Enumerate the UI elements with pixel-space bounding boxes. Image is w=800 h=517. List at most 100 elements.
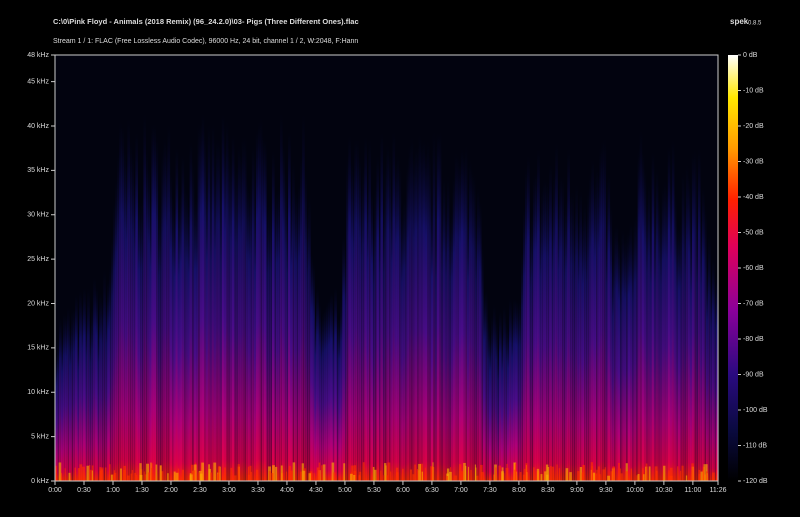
spectrogram-column bbox=[83, 288, 86, 481]
spectrogram-column bbox=[173, 209, 177, 481]
spectrogram-column bbox=[135, 133, 138, 481]
x-tick-label: 10:00 bbox=[626, 487, 644, 494]
spectrogram-column bbox=[55, 354, 58, 481]
spectrogram-column bbox=[372, 220, 376, 482]
spectrogram-column bbox=[468, 160, 472, 482]
spectrogram-column bbox=[286, 203, 289, 481]
spectrogram-hot bbox=[322, 464, 326, 481]
x-tick-label: 5:30 bbox=[367, 487, 381, 494]
spectrogram-hot bbox=[177, 468, 180, 481]
spectrogram-column bbox=[553, 172, 556, 482]
spectrogram-column bbox=[211, 124, 215, 482]
x-tick-label: 8:30 bbox=[541, 487, 555, 494]
spectrogram-column bbox=[428, 154, 432, 481]
spectrogram-hot bbox=[110, 474, 113, 481]
spectrogram-hot bbox=[470, 470, 472, 481]
spectrogram-hot bbox=[430, 466, 433, 481]
x-tick-label: 6:30 bbox=[425, 487, 439, 494]
spectrogram-hot bbox=[454, 475, 458, 481]
spectrogram-column bbox=[63, 313, 66, 481]
x-tick-label: 7:00 bbox=[454, 487, 468, 494]
spectrogram-column bbox=[549, 164, 552, 482]
spectrogram-column bbox=[649, 218, 653, 481]
spectrogram-column bbox=[543, 179, 546, 481]
spectrogram-hot bbox=[383, 475, 385, 481]
spectrogram-hot bbox=[544, 471, 547, 481]
spectrogram-hot bbox=[373, 469, 377, 481]
spectrogram-column bbox=[645, 203, 649, 481]
spectrogram-column bbox=[711, 257, 715, 481]
spectrogram-column bbox=[557, 199, 560, 482]
spectrogram-column bbox=[215, 138, 219, 481]
spectrogram-column bbox=[460, 149, 464, 481]
spectrogram-hot bbox=[420, 463, 423, 481]
spectrogram-column bbox=[446, 176, 450, 481]
spectrogram-column bbox=[217, 139, 221, 481]
spectrogram-hot bbox=[89, 469, 92, 481]
spectrogram-column bbox=[201, 114, 205, 481]
spectrogram-column bbox=[414, 147, 418, 481]
spectrogram-hot bbox=[189, 473, 192, 481]
spectrogram-column bbox=[484, 288, 488, 481]
spectrogram-column bbox=[241, 136, 245, 482]
spectrogram-column bbox=[79, 291, 82, 481]
spectrogram-hot bbox=[218, 465, 221, 481]
spectrogram-hot bbox=[216, 473, 219, 481]
spectrogram-hot bbox=[703, 464, 705, 481]
spectrogram-column bbox=[669, 186, 673, 481]
spectrogram-column bbox=[336, 317, 339, 481]
spectrogram-column bbox=[113, 200, 116, 481]
spectrogram-column bbox=[541, 186, 544, 482]
x-tick-label: 3:00 bbox=[222, 487, 236, 494]
spectrogram-column bbox=[671, 140, 675, 481]
spectrogram-hot bbox=[224, 467, 226, 481]
spectrogram-hot bbox=[359, 471, 362, 481]
spectrogram-hot bbox=[636, 475, 638, 481]
x-tick-label: 1:00 bbox=[106, 487, 120, 494]
spectrogram-hot bbox=[100, 469, 104, 481]
colorbar-tick-label: -20 dB bbox=[743, 123, 764, 130]
spectrogram-column bbox=[227, 147, 231, 481]
spectrogram-hot bbox=[385, 475, 388, 481]
spectrogram-hot bbox=[155, 464, 158, 481]
spectrogram-hot bbox=[577, 471, 580, 481]
spectrogram-column bbox=[480, 242, 484, 481]
spectrogram-column bbox=[601, 141, 605, 481]
x-tick-label: 4:00 bbox=[280, 487, 294, 494]
x-tick-label: 2:30 bbox=[193, 487, 207, 494]
spectrogram-hot bbox=[493, 474, 495, 481]
spectrogram-column bbox=[265, 205, 269, 482]
spectrogram-column bbox=[292, 160, 295, 481]
x-tick-label: 1:30 bbox=[135, 487, 149, 494]
spectrogram-column bbox=[547, 182, 550, 481]
spectrogram-hot bbox=[581, 472, 584, 481]
spectrogram-column bbox=[434, 213, 438, 481]
spectrogram-column bbox=[701, 187, 705, 482]
spectrogram-column bbox=[537, 150, 540, 481]
spectrogram-hot bbox=[134, 472, 136, 481]
spectrogram-hot bbox=[547, 467, 550, 481]
spectrogram-column bbox=[673, 192, 677, 481]
spectrogram-column bbox=[661, 187, 665, 481]
spectrogram-column bbox=[639, 130, 643, 481]
spectrogram-column bbox=[223, 148, 227, 481]
spectrogram-column bbox=[681, 171, 685, 481]
spectrogram-column bbox=[197, 123, 201, 482]
spectrogram-hot bbox=[210, 472, 213, 481]
spectrogram-hot bbox=[461, 471, 464, 481]
spectrogram-column bbox=[263, 140, 267, 481]
spectrogram-hot bbox=[700, 471, 703, 481]
spectrogram-column bbox=[408, 145, 412, 481]
spectrogram-hot bbox=[604, 467, 606, 481]
spectrogram-hot bbox=[536, 468, 540, 481]
spectrogram-column bbox=[386, 145, 390, 482]
spectrogram-column bbox=[366, 189, 370, 481]
colorbar-tick-label: -120 dB bbox=[743, 478, 768, 485]
spectrogram-column bbox=[125, 161, 128, 481]
spectrogram-hot bbox=[409, 469, 413, 481]
spectrogram-hot bbox=[272, 465, 275, 481]
spectrogram-column bbox=[157, 208, 161, 481]
x-tick-label: 4:30 bbox=[309, 487, 323, 494]
spectrogram-column bbox=[185, 189, 189, 481]
